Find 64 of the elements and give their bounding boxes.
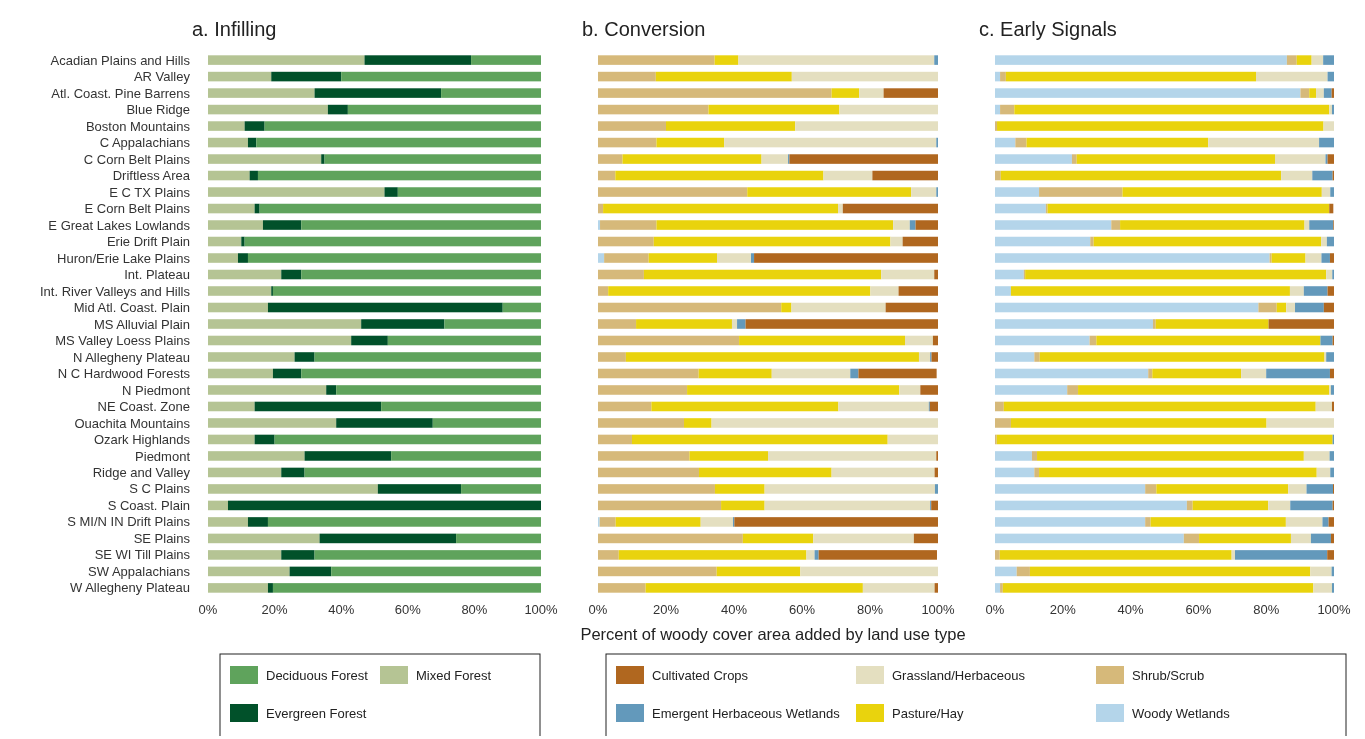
y-tick-label: Acadian Plains and Hills (50, 52, 191, 68)
legend-label: Deciduous Forest (266, 668, 369, 683)
x-tick-label: 0% (198, 602, 218, 617)
y-tick-label: NE Coast. Zone (97, 399, 190, 415)
x-tick-label: 20% (652, 602, 680, 617)
y-tick-label: S Coast. Plain (107, 497, 190, 513)
chart-title: a. Infilling (192, 18, 277, 40)
y-tick-label: Piedmont (135, 448, 191, 464)
x-tick-label: 100% (524, 602, 559, 617)
y-tick-label: Driftless Area (112, 168, 191, 184)
y-tick-label: AR Valley (133, 69, 191, 85)
y-tick-label: W Allegheny Plateau (70, 580, 190, 596)
y-tick-label: Ouachita Mountains (74, 415, 191, 431)
chart-title: c. Early Signals (979, 18, 1117, 40)
x-tick-label: 60% (788, 602, 816, 617)
legend-label: Cultivated Crops (652, 668, 749, 683)
legend-label: Pasture/Hay (892, 706, 965, 721)
y-tick-label: SE WI Till Plains (94, 547, 191, 563)
y-tick-label: E Great Lakes Lowlands (48, 217, 191, 233)
x-tick-label: 40% (1117, 602, 1145, 617)
y-tick-label: Int. River Valleys and Hills (39, 283, 191, 299)
legend-label: Mixed Forest (416, 668, 492, 683)
chart-title: b. Conversion (582, 18, 706, 40)
x-tick-label: 0% (985, 602, 1005, 617)
x-tick-label: 20% (1049, 602, 1077, 617)
y-tick-label: Ridge and Valley (92, 465, 191, 480)
y-tick-label: SW Appalachians (88, 563, 191, 579)
x-tick-label: 80% (856, 602, 884, 617)
y-tick-label: C Appalachians (99, 135, 191, 151)
x-tick-label: 80% (1253, 602, 1280, 617)
y-tick-label: Ozark Highlands (93, 432, 191, 448)
y-tick-label: MS Valley Loess Plains (55, 333, 191, 349)
legend-label: Grassland/Herbaceous (892, 668, 1026, 683)
x-tick-label: 40% (720, 602, 748, 617)
x-tick-label: 60% (1185, 602, 1212, 617)
y-tick-label: Blue Ridge (126, 102, 190, 118)
x-tick-label: 100% (921, 602, 956, 617)
x-tick-label: 100% (1317, 602, 1352, 617)
x-tick-label: 20% (261, 602, 289, 617)
y-tick-label: MS Alluvial Plain (93, 316, 190, 332)
x-tick-label: 80% (461, 602, 488, 617)
y-tick-label: N C Hardwood Forests (57, 366, 191, 382)
legend-label: Emergent Herbaceous Wetlands (652, 706, 841, 721)
y-tick-label: Atl. Coast. Pine Barrens (51, 85, 191, 101)
legend-label: Evergreen Forest (266, 706, 367, 721)
y-tick-label: N Piedmont (122, 382, 191, 398)
y-tick-label: N Allegheny Plateau (72, 349, 190, 365)
legend-label: Shrub/Scrub (1132, 668, 1205, 683)
y-tick-label: Mid Atl. Coast. Plain (73, 300, 190, 316)
y-tick-label: C Corn Belt Plains (83, 151, 191, 167)
y-tick-label: E Corn Belt Plains (84, 201, 191, 217)
y-tick-label: Huron/Erie Lake Plains (57, 250, 191, 266)
legend-label: Woody Wetlands (1132, 706, 1231, 721)
y-tick-label: S MI/N IN Drift Plains (67, 514, 191, 530)
y-tick-label: Boston Mountains (85, 118, 191, 134)
x-tick-label: 40% (328, 602, 355, 617)
x-tick-label: 0% (588, 602, 608, 617)
x-tick-label: 60% (394, 602, 422, 617)
y-tick-label: Erie Drift Plain (106, 234, 190, 250)
y-tick-label: E C TX Plains (109, 184, 191, 200)
x-axis-title: Percent of woody cover area added by land use type (580, 625, 966, 643)
y-tick-label: S C Plains (129, 481, 191, 497)
y-tick-label: Int. Plateau (124, 267, 190, 283)
y-tick-label: SE Plains (133, 530, 191, 546)
